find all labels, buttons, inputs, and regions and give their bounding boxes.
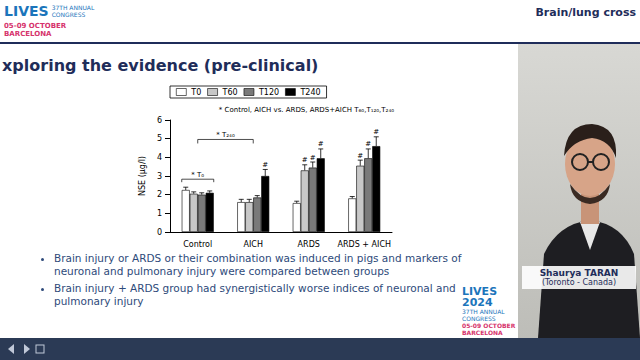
svg-text:* T₀: * T₀ [191, 171, 204, 179]
svg-text:#: # [373, 128, 379, 136]
svg-text:4: 4 [157, 153, 162, 162]
svg-text:0: 0 [157, 228, 162, 237]
svg-text:* Control, AICH vs. ARDS, ARDS: * Control, AICH vs. ARDS, ARDS+AICH T₆₀,… [219, 106, 394, 114]
svg-text:T240: T240 [299, 88, 320, 97]
svg-text:#: # [365, 140, 371, 148]
html-text:Brain/lung cross: Brain/lung cross [535, 6, 636, 19]
svg-text:2: 2 [157, 190, 162, 199]
html-text:(Toronto - Canada): (Toronto - Canada) [541, 278, 617, 287]
svg-text:AICH: AICH [244, 240, 263, 249]
html-text:xploring the evidence (pre-cli: xploring the evidence (pre-clinical) [2, 56, 319, 75]
svg-text:#: # [357, 152, 363, 160]
svg-text:T60: T60 [222, 88, 238, 97]
svg-text:3: 3 [157, 172, 162, 181]
html-text:2024: 2024 [462, 296, 493, 309]
svg-text:T120: T120 [258, 88, 279, 97]
html-text:37TH ANNUAL CONGRESS: 37TH ANNUAL CONGRESS [51, 4, 95, 18]
html-text:05-09 OCTOBER: 05-09 OCTOBER [462, 322, 516, 329]
svg-text:#: # [302, 156, 308, 164]
html-text:Brain injury + ARDS group had: Brain injury + ARDS group had synergisti… [54, 282, 456, 307]
svg-text:1: 1 [157, 209, 162, 218]
svg-text:#: # [318, 140, 324, 148]
svg-text:5: 5 [157, 134, 162, 143]
html-text:Shaurya TARAN: Shaurya TARAN [539, 268, 619, 278]
html-text:BARCELONA: BARCELONA [4, 30, 52, 38]
html-text:Brain injury or ARDS or their: Brain injury or ARDS or their combinatio… [54, 252, 462, 277]
svg-text:NSE (µg/l): NSE (µg/l) [138, 156, 147, 196]
html-text:LIVES: LIVES [462, 285, 498, 298]
svg-text:ARDS: ARDS [298, 240, 320, 249]
svg-text:ARDS + AICH: ARDS + AICH [337, 240, 391, 249]
svg-text:6: 6 [157, 116, 162, 125]
html-text:37TH ANNUAL CONGRESS: 37TH ANNUAL CONGRESS [462, 308, 505, 322]
svg-text:Control: Control [183, 240, 212, 249]
html-text:LIVES: LIVES [4, 3, 49, 19]
svg-text:T0: T0 [190, 88, 201, 97]
svg-text:#: # [310, 154, 316, 162]
svg-text:* T₂₄₀: * T₂₄₀ [216, 131, 235, 139]
html-text:BARCELONA: BARCELONA [462, 329, 503, 336]
html-text:05-09 OCTOBER: 05-09 OCTOBER [4, 22, 67, 30]
svg-text:#: # [262, 161, 268, 169]
